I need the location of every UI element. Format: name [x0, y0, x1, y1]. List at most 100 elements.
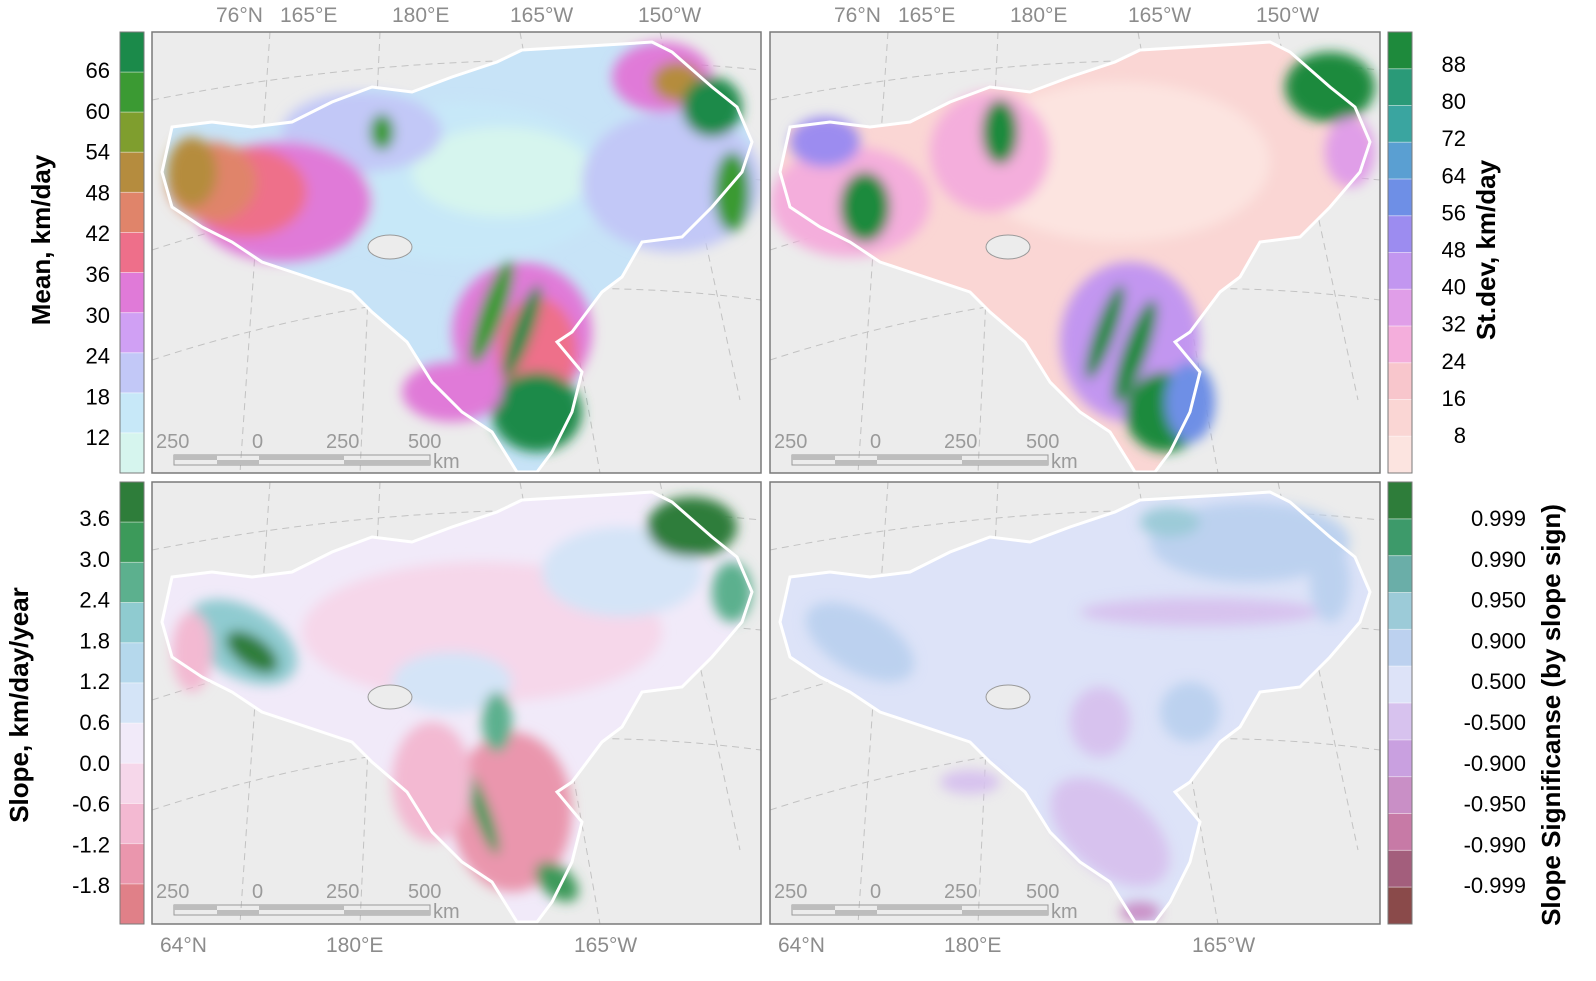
colorbar-tick-label: 36: [86, 262, 110, 287]
scale-label-neg250: 250: [774, 881, 807, 903]
colorbar-swatch: [120, 883, 144, 925]
colorbar-tick-label: -0.950: [1464, 792, 1526, 817]
colorbar-swatch: [120, 522, 144, 563]
colorbar-tick-label: 12: [86, 425, 110, 450]
colorbar-swatch: [120, 352, 144, 394]
scale-label-250: 250: [944, 431, 977, 453]
scalebar-slope: 250 0 250 500 km: [156, 881, 460, 923]
stdev-axis-title: St.dev, km/day: [1471, 159, 1501, 340]
colorbar-tick-label: 88: [1442, 52, 1466, 77]
colorbar-tick-label: 56: [1442, 200, 1466, 225]
colorbar-tick-label: 18: [86, 384, 110, 409]
scalebar-significance: 250 0 250 500 km: [774, 881, 1078, 923]
map-panel-slope: 250 0 250 500 km: [152, 482, 761, 924]
colorbar-swatch: [120, 432, 144, 474]
colorbar-tick-label: 0.950: [1471, 588, 1526, 613]
graticule-label-165e: 165°E: [280, 4, 337, 27]
colorbar-tick-label: 72: [1442, 126, 1466, 151]
significance-field: [805, 502, 1350, 922]
wrangel-island: [367, 684, 413, 710]
colorbar-tick-label: 1.8: [79, 628, 110, 653]
scale-label-neg250: 250: [156, 881, 189, 903]
colorbar-swatch: [1388, 887, 1412, 925]
colorbar-swatch: [120, 482, 144, 523]
scale-label-250: 250: [944, 881, 977, 903]
scale-unit: km: [1051, 451, 1078, 473]
panel-frame-slope: [151, 481, 762, 925]
colorbar-swatch: [1388, 215, 1412, 253]
colorbar-swatch: [120, 562, 144, 604]
colorbar-frame: [1387, 31, 1413, 474]
colorbar-tick-label: -0.500: [1464, 710, 1526, 735]
colorbar-swatch: [1388, 326, 1412, 364]
mean-axis-title: Mean, km/day: [26, 154, 56, 325]
colorbar-swatch: [120, 642, 144, 684]
scale-label-0: 0: [870, 431, 881, 453]
colorbar-swatch: [120, 112, 144, 153]
colorbar-swatch: [120, 843, 144, 885]
colorbar-swatch: [1388, 518, 1412, 557]
colorbar-swatch: [1388, 482, 1412, 520]
colorbar-swatch: [1388, 252, 1412, 290]
colorbar-tick-label: 0.999: [1471, 506, 1526, 531]
colorbar-significance: 0.999 0.990 0.950 0.900 0.500 -0.500 -0.900 -0.…: [1387, 481, 1526, 925]
map-panel-significance: 250 0 250 500 km: [770, 482, 1380, 924]
colorbar-swatch: [120, 602, 144, 644]
colorbar-swatch: [1388, 850, 1412, 888]
graticule-label-165w: 165°W: [1128, 4, 1191, 27]
colorbar-tick-label: 48: [86, 180, 110, 205]
scalebar-stdev: 250 0 250 500 km: [774, 431, 1078, 473]
colorbar-tick-label: 2.4: [79, 588, 110, 613]
panel-frame-mean: [151, 31, 762, 474]
mean-field: [167, 42, 761, 452]
colorbar-tick-label: 32: [1442, 312, 1466, 337]
colorbar-swatch: [120, 192, 144, 233]
scale-label-250: 250: [326, 881, 359, 903]
scale-label-500: 500: [408, 881, 441, 903]
colorbar-swatch: [1388, 32, 1412, 70]
scale-label-0: 0: [252, 881, 263, 903]
colorbar-tick-label: -1.8: [72, 873, 110, 898]
scale-label-500: 500: [1026, 881, 1059, 903]
scale-unit: km: [433, 451, 460, 473]
colorbar-swatch: [120, 272, 144, 314]
scale-label-neg250: 250: [156, 431, 189, 453]
colorbar-tick-label: 66: [86, 58, 110, 83]
colorbar-tick-label: 24: [1442, 349, 1466, 374]
colorbar-swatch: [120, 32, 144, 73]
colorbar-tick-label: 3.6: [79, 506, 110, 531]
graticule-label-180e: 180°E: [326, 934, 383, 957]
colorbar-swatch: [1388, 555, 1412, 593]
colorbar-swatch: [120, 232, 144, 274]
colorbar-swatch: [1388, 776, 1412, 814]
colorbar-swatch: [120, 152, 144, 193]
graticule-label-64n: 64°N: [160, 934, 207, 957]
stdev-field: [770, 52, 1375, 452]
colorbar-tick-label: -0.990: [1464, 832, 1526, 857]
colorbar-swatch: [120, 312, 144, 354]
colorbar-swatch: [120, 682, 144, 724]
wrangel-island: [985, 234, 1031, 260]
bottom-graticule-labels: 64°N 180°E 165°W 64°N 180°E 165°W: [160, 934, 1255, 957]
colorbar-swatch: [1388, 142, 1412, 180]
colorbar-swatch: [1388, 362, 1412, 400]
colorbar-tick-label: 3.0: [79, 547, 110, 572]
scale-label-500: 500: [1026, 431, 1059, 453]
graticule-label-180e: 180°E: [944, 934, 1001, 957]
colorbar-tick-label: 54: [86, 140, 110, 165]
graticule-label-76n: 76°N: [834, 4, 881, 27]
panel-frame-stdev: [769, 31, 1381, 474]
colorbar-tick-label: 42: [86, 221, 110, 246]
colorbar-swatch: [120, 392, 144, 434]
wrangel-island: [985, 684, 1031, 710]
colorbar-swatch: [1388, 68, 1412, 106]
colorbar-swatch: [1388, 666, 1412, 704]
colorbar-swatch: [1388, 629, 1412, 667]
significance-axis-title: Slope Significanse (by slope sign): [1536, 504, 1566, 926]
colorbar-slope: 3.6 3.0 2.4 1.8 1.2 0.6 0.0 -0.6 -1.2 -1.8: [72, 481, 145, 925]
scalebar-mean: 250 0 250 500 km: [156, 431, 460, 473]
top-graticule-labels: 76°N 165°E 180°E 165°W 150°W 76°N 165°E …: [216, 4, 1319, 27]
colorbar-tick-label: 0.500: [1471, 669, 1526, 694]
colorbar-swatch: [1388, 813, 1412, 851]
colorbar-tick-label: 0.0: [79, 751, 110, 776]
